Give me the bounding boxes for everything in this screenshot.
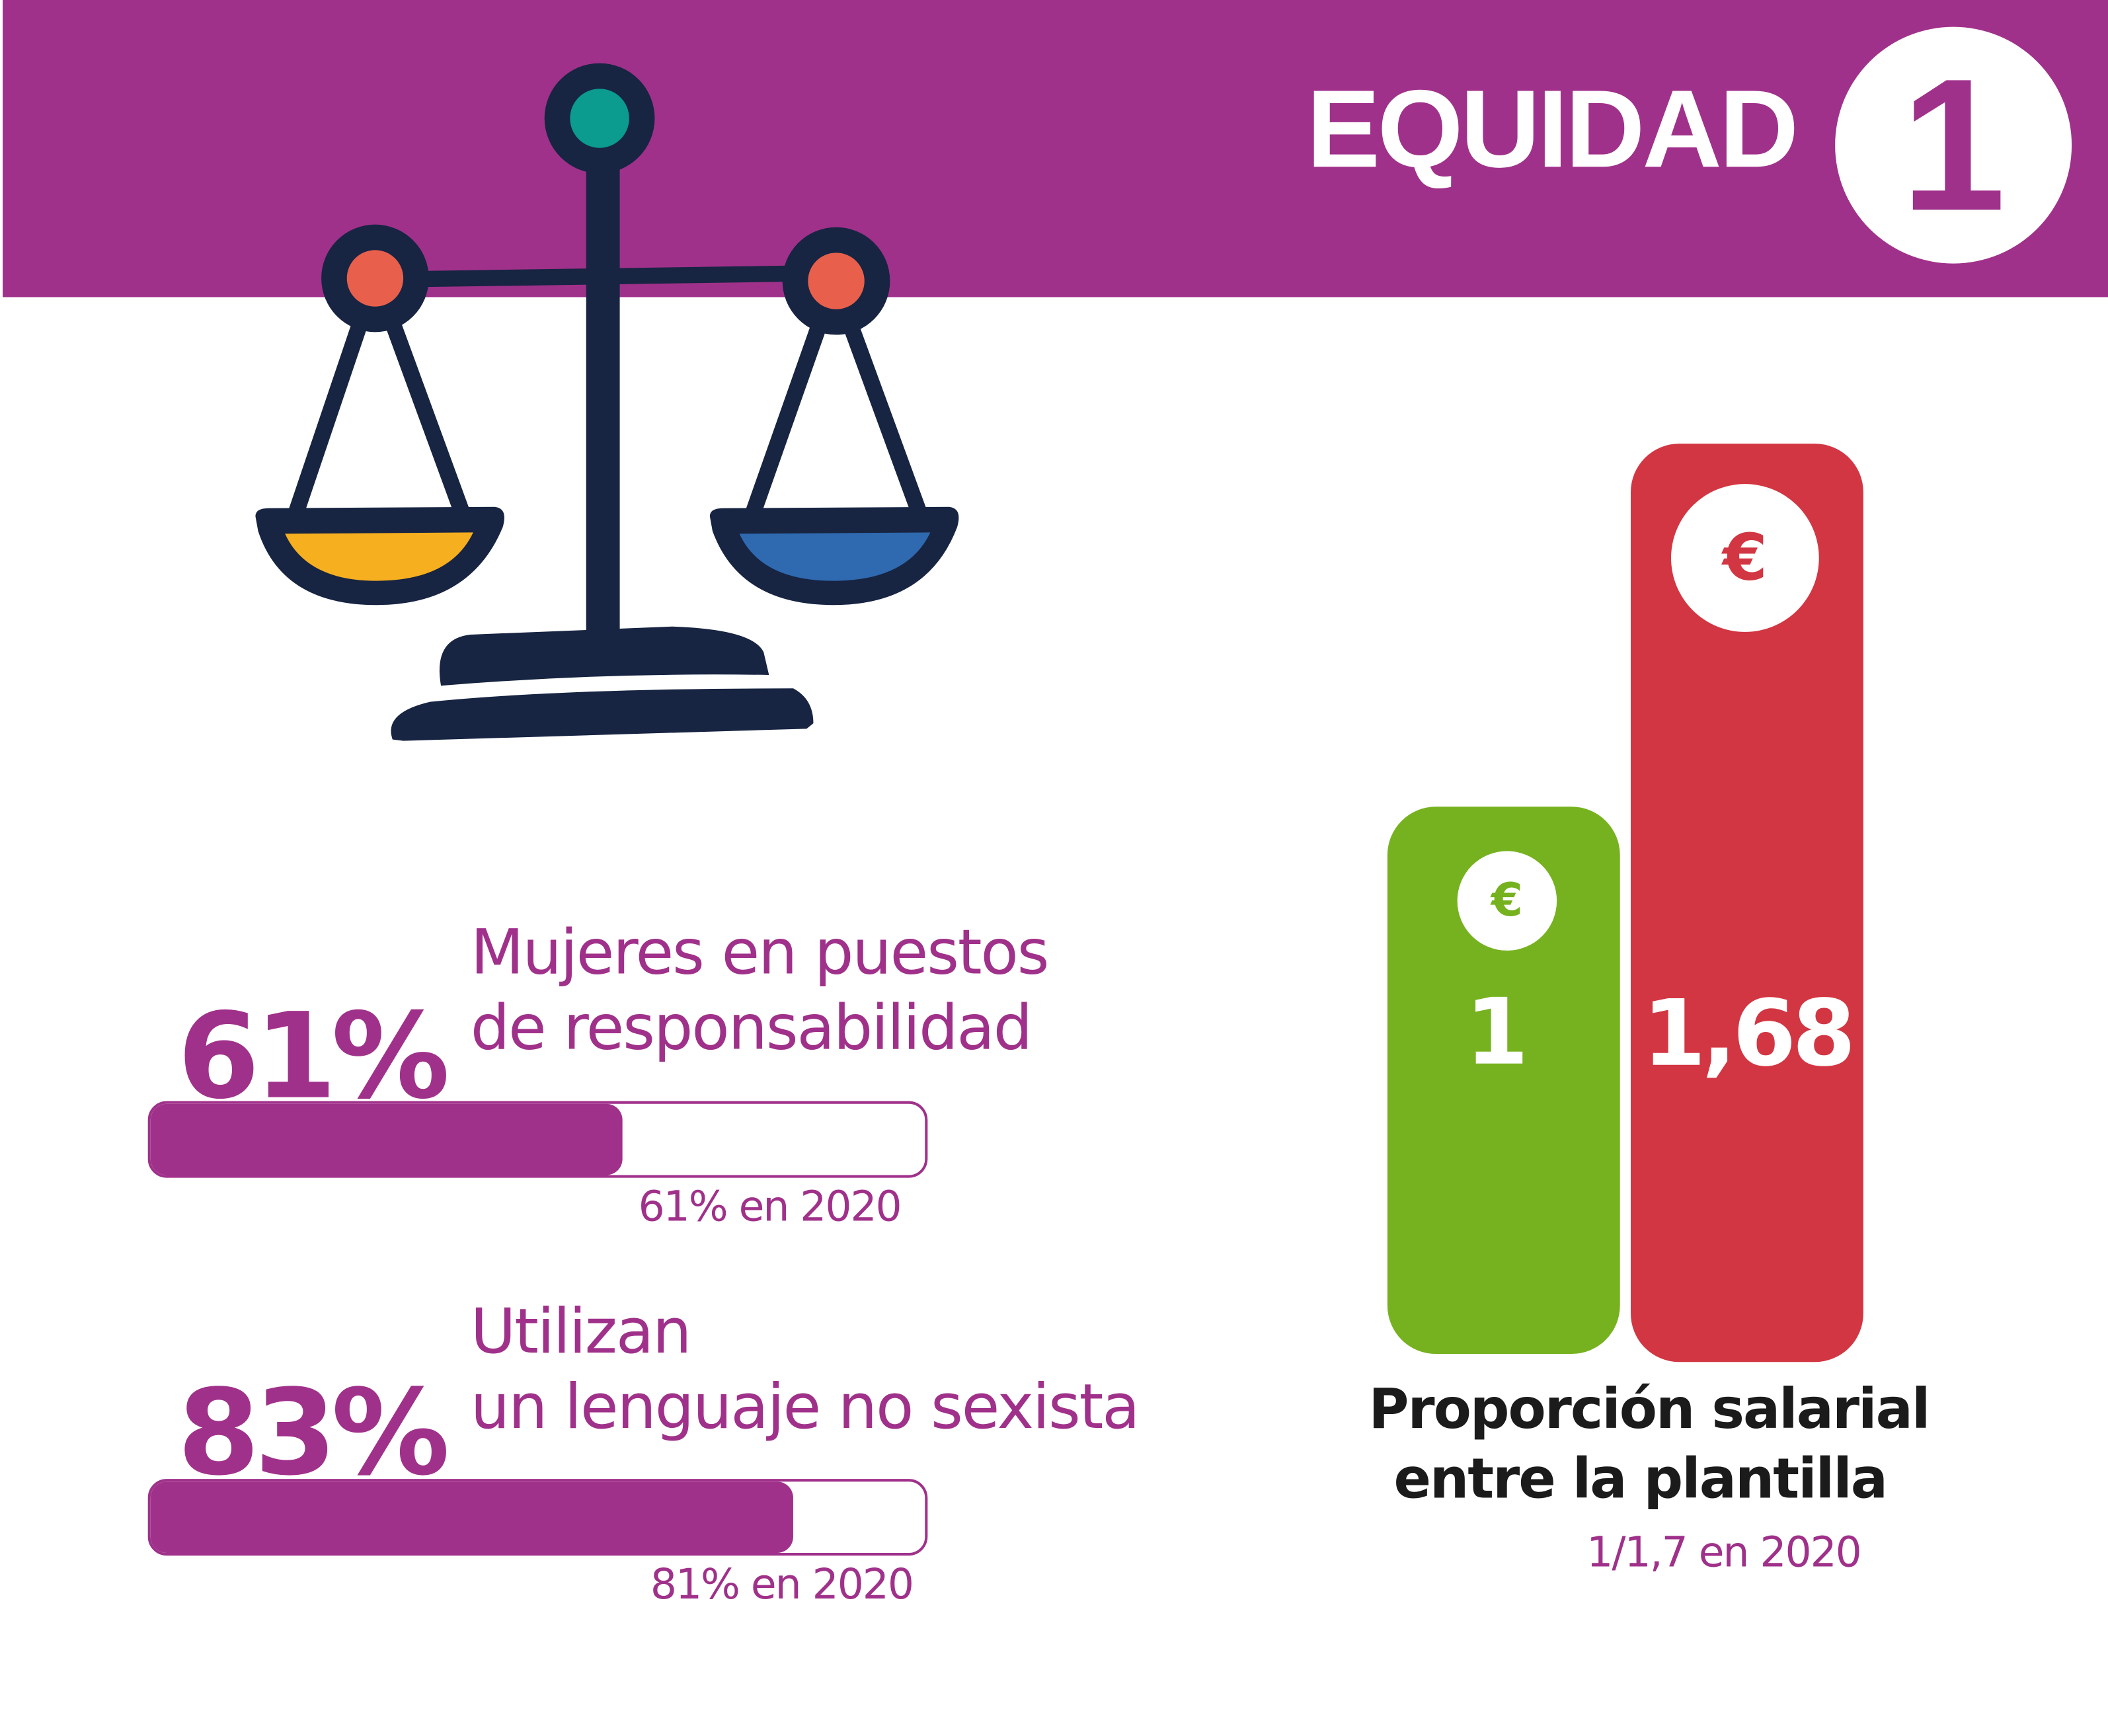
salary-bar-high-value: 1,68 — [1642, 981, 1856, 1088]
progress-bar-women-leadership — [147, 1101, 928, 1178]
stat-label-women-leadership: Mujeres en puestos de responsabilidad — [470, 914, 1050, 1065]
euro-icon: € — [1671, 484, 1819, 632]
caption-line: Proporción salarial — [1368, 1376, 1930, 1442]
previous-year-women-leadership: 61% en 2020 — [638, 1183, 902, 1232]
salary-caption: Proporción salarial entre la plantilla — [1368, 1374, 1930, 1515]
progress-bar-nonsexist-language — [147, 1479, 928, 1556]
section-number-badge: 1 — [1835, 26, 2072, 264]
label-line: Utilizan — [470, 1294, 692, 1368]
balance-scale-icon — [255, 63, 959, 741]
salary-bar-base-value: 1 — [1465, 980, 1528, 1087]
euro-icon: € — [1457, 851, 1557, 951]
section-number: 1 — [1900, 38, 2006, 251]
stat-value-women-leadership: 61% — [177, 986, 449, 1126]
label-line: un lenguaje no sexista — [470, 1370, 1140, 1443]
progress-fill — [150, 1481, 794, 1554]
section-title: EQUIDAD — [1306, 68, 1799, 191]
caption-line: entre la plantilla — [1393, 1446, 1888, 1511]
progress-fill — [150, 1103, 623, 1175]
previous-year-nonsexist-language: 81% en 2020 — [650, 1561, 914, 1610]
label-line: Mujeres en puestos — [470, 916, 1050, 988]
stat-label-nonsexist-language: Utilizan un lenguaje no sexista — [470, 1294, 1140, 1444]
salary-previous-year: 1/1,7 en 2020 — [1586, 1528, 1862, 1577]
label-line: de responsabilidad — [470, 990, 1033, 1064]
stat-value-nonsexist-language: 83% — [177, 1363, 449, 1502]
